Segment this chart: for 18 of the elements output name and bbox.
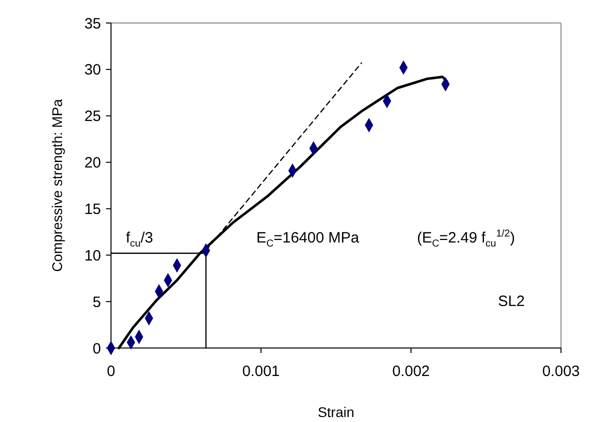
x-tick-label: 0.003 [542,363,580,380]
y-axis-title: Compressive strength: MPa [49,98,65,272]
y-tick-label: 20 [84,154,101,172]
y-tick-label: 25 [84,108,101,126]
annotation: (E$_{C}$=2.49 f$_{cu}$$^{1/2}$) [417,228,515,250]
x-axis-title: Strain [318,404,354,420]
y-tick-label: 30 [84,62,101,79]
y-tick-label: 15 [84,200,101,218]
annotation: E$_{C}$=16400 MPa [256,230,360,250]
y-tick-label: 5 [92,294,101,311]
x-tick-label: 0.001 [242,363,280,380]
x-tick-label: 0 [106,363,116,380]
y-tick-label: 10 [84,247,101,264]
annotation: SL2 [498,292,525,310]
y-tick-label: 0 [92,340,101,358]
annotation: f$_{cu}$/3 [126,230,154,250]
x-tick-label: 0.002 [392,363,430,380]
y-tick-label: 35 [84,15,101,32]
